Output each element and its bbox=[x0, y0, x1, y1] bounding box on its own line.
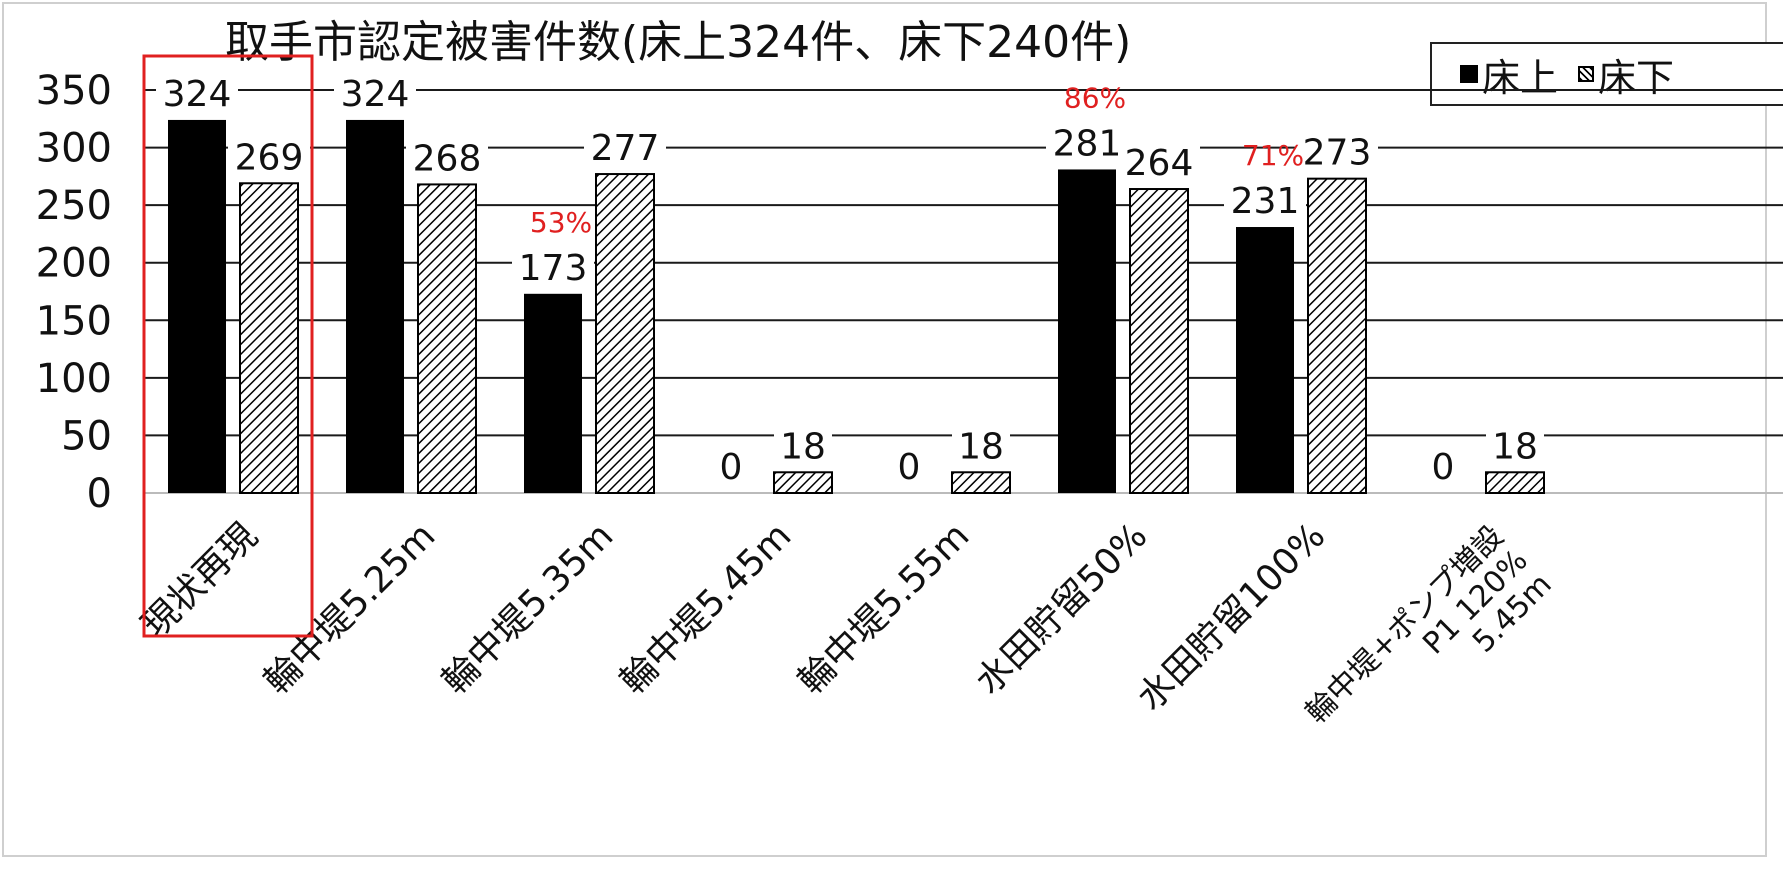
bar-floor-below bbox=[773, 471, 833, 495]
data-label: 231 bbox=[1231, 181, 1300, 222]
y-tick-label: 0 bbox=[87, 471, 112, 517]
data-label: 324 bbox=[341, 74, 410, 115]
highlight-box bbox=[142, 54, 314, 638]
data-label-bg bbox=[1224, 181, 1306, 222]
data-label-bg bbox=[1486, 426, 1544, 467]
data-label-bg bbox=[952, 426, 1010, 467]
data-label-bg bbox=[774, 426, 832, 467]
data-label-bg bbox=[1046, 123, 1128, 164]
data-label: 273 bbox=[1303, 133, 1372, 174]
bar-floor-below bbox=[1307, 177, 1367, 494]
x-category-label: 輪中堤5.35m bbox=[435, 515, 622, 702]
data-label: 268 bbox=[413, 138, 482, 179]
data-label-bg bbox=[1426, 447, 1460, 487]
legend-label-floor-below: 床下 bbox=[1598, 55, 1675, 100]
x-category-label: 輪中堤5.25m bbox=[257, 515, 444, 702]
data-label-bg bbox=[228, 137, 310, 178]
category-label-line: 輪中堤5.45m bbox=[613, 515, 800, 702]
y-tick-label: 150 bbox=[36, 298, 112, 344]
data-label-bg bbox=[892, 447, 926, 487]
bar-floor-above bbox=[524, 293, 582, 493]
legend-item-hatched: 床下 bbox=[1578, 47, 1674, 102]
bar-floor-above bbox=[168, 119, 226, 494]
data-label: 18 bbox=[1492, 426, 1538, 467]
legend: 床上 床下 bbox=[1430, 42, 1783, 106]
bar-floor-above bbox=[1058, 169, 1116, 493]
x-category-label: 現状再現 bbox=[135, 515, 266, 646]
bar-floor-below bbox=[1485, 471, 1545, 495]
category-label-line: 輪中堤5.55m bbox=[791, 515, 978, 702]
y-tick-label: 200 bbox=[36, 241, 112, 287]
category-label-line: 現状再現 bbox=[135, 515, 266, 646]
data-label-bg bbox=[714, 447, 748, 487]
data-label: 324 bbox=[163, 74, 232, 115]
data-label: 277 bbox=[591, 128, 660, 169]
category-label-line: 水田貯留100% bbox=[1130, 515, 1334, 719]
data-label: 269 bbox=[235, 137, 304, 178]
y-tick-label: 250 bbox=[36, 183, 112, 229]
bar-floor-below bbox=[1129, 188, 1189, 494]
solid-square-icon bbox=[1460, 65, 1478, 83]
bar-floor-below bbox=[239, 182, 299, 494]
x-category-label: 水田貯留100% bbox=[1130, 515, 1334, 719]
data-label: 18 bbox=[780, 426, 826, 467]
chart-title: 取手市認定被害件数(床上324件、床下240件) bbox=[225, 17, 1132, 68]
bar-floor-below bbox=[951, 471, 1011, 495]
legend-label-floor-above: 床上 bbox=[1482, 55, 1559, 100]
chart-frame bbox=[2, 2, 1767, 857]
bar-floor-below bbox=[417, 183, 477, 494]
bar-floor-below bbox=[595, 173, 655, 494]
percent-annotation: 86% bbox=[1064, 81, 1126, 114]
x-category-label: 輪中堤5.55m bbox=[791, 515, 978, 702]
percent-annotation: 71% bbox=[1242, 139, 1304, 172]
x-category-label: 輪中堤5.45m bbox=[613, 515, 800, 702]
category-label-line: 輪中堤5.25m bbox=[257, 515, 444, 702]
hatched-square-icon bbox=[1578, 66, 1595, 82]
data-label: 173 bbox=[519, 248, 588, 289]
data-label-bg bbox=[334, 73, 416, 114]
data-label-bg bbox=[1118, 143, 1200, 184]
percent-annotation: 53% bbox=[530, 206, 592, 239]
data-label-bg bbox=[584, 128, 666, 169]
y-tick-label: 100 bbox=[36, 356, 112, 402]
data-label-bg bbox=[156, 73, 238, 114]
data-label: 0 bbox=[720, 447, 743, 488]
y-tick-label: 350 bbox=[36, 68, 112, 114]
legend-item-solid: 床上 bbox=[1460, 47, 1558, 102]
category-label-line: 水田貯留50% bbox=[968, 515, 1155, 702]
data-label-bg bbox=[512, 247, 594, 288]
data-label: 281 bbox=[1053, 123, 1122, 164]
y-tick-label: 300 bbox=[36, 126, 112, 172]
data-label: 264 bbox=[1125, 143, 1194, 184]
bar-floor-above bbox=[346, 119, 404, 494]
data-label-bg bbox=[406, 138, 488, 179]
category-label-line: 輪中堤5.35m bbox=[435, 515, 622, 702]
data-label: 0 bbox=[898, 447, 921, 488]
y-tick-label: 50 bbox=[61, 413, 112, 459]
bar-floor-above bbox=[1236, 227, 1294, 493]
x-category-label: 水田貯留50% bbox=[968, 515, 1155, 702]
data-label: 0 bbox=[1432, 447, 1455, 488]
data-label: 18 bbox=[958, 426, 1004, 467]
data-label-bg bbox=[1296, 132, 1378, 173]
